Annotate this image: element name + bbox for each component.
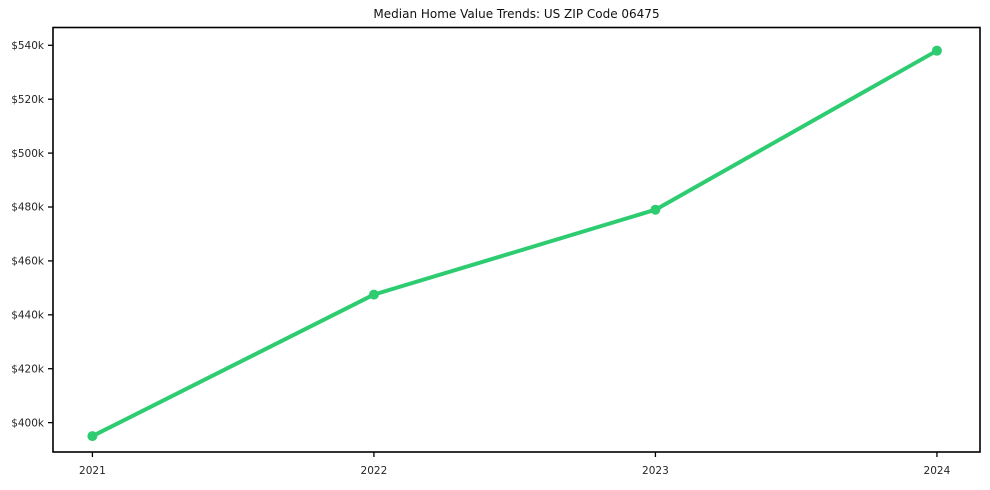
- x-tick-label: 2022: [361, 465, 388, 477]
- plot-border: [52, 26, 981, 453]
- y-tick-label: $540k: [11, 40, 45, 52]
- y-tick-label: $480k: [11, 202, 45, 214]
- y-tick-label: $400k: [11, 417, 45, 429]
- data-point: [368, 289, 379, 300]
- chart-title: Median Home Value Trends: US ZIP Code 06…: [373, 7, 660, 21]
- y-tick-label: $440k: [11, 309, 45, 321]
- y-tick-label: $460k: [11, 256, 45, 268]
- x-tick-label: 2023: [642, 465, 669, 477]
- data-point: [87, 431, 98, 442]
- y-tick-label: $500k: [11, 148, 45, 160]
- y-tick-label: $420k: [11, 363, 45, 375]
- data-point: [650, 204, 661, 215]
- y-tick-label: $520k: [11, 94, 45, 106]
- trend-line: [90, 48, 939, 439]
- data-point: [931, 45, 942, 56]
- x-tick-label: 2024: [924, 465, 951, 477]
- x-tick-label: 2021: [79, 465, 106, 477]
